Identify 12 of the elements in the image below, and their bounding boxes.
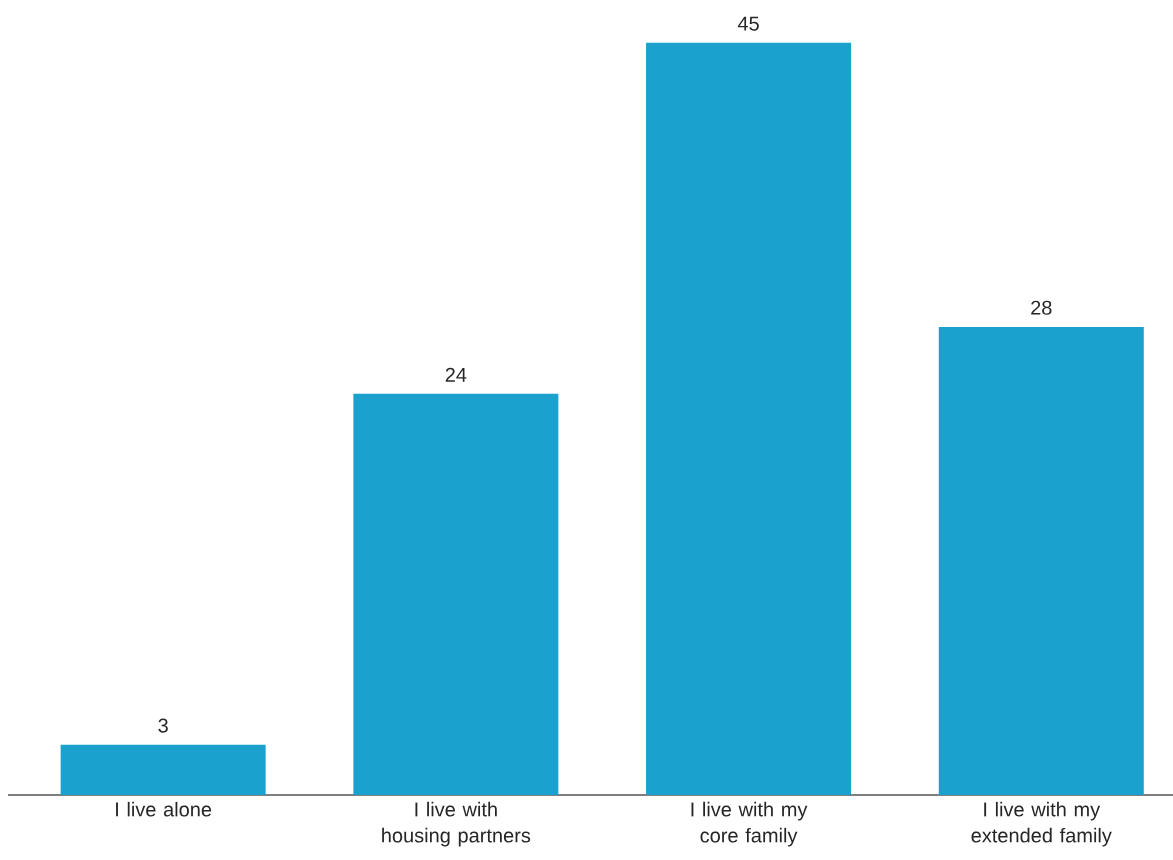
data-label: 3: [158, 718, 168, 733]
x-tick-label: I live with my core family: [691, 801, 808, 847]
data-label: 28: [1031, 300, 1052, 315]
x-tick-label: I live with housing partners: [382, 801, 531, 847]
data-label: 45: [737, 16, 759, 31]
bar: [353, 393, 559, 795]
bar: [938, 327, 1144, 795]
x-tick-label: I live with my extended family: [971, 801, 1112, 847]
x-tick-label: I live alone: [116, 801, 212, 817]
bar: [60, 744, 266, 795]
bar: [646, 42, 852, 795]
data-label: 24: [445, 367, 467, 382]
